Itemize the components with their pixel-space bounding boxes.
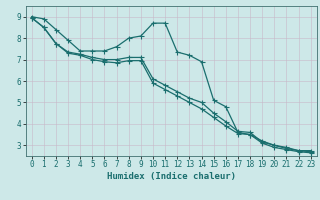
X-axis label: Humidex (Indice chaleur): Humidex (Indice chaleur) <box>107 172 236 181</box>
